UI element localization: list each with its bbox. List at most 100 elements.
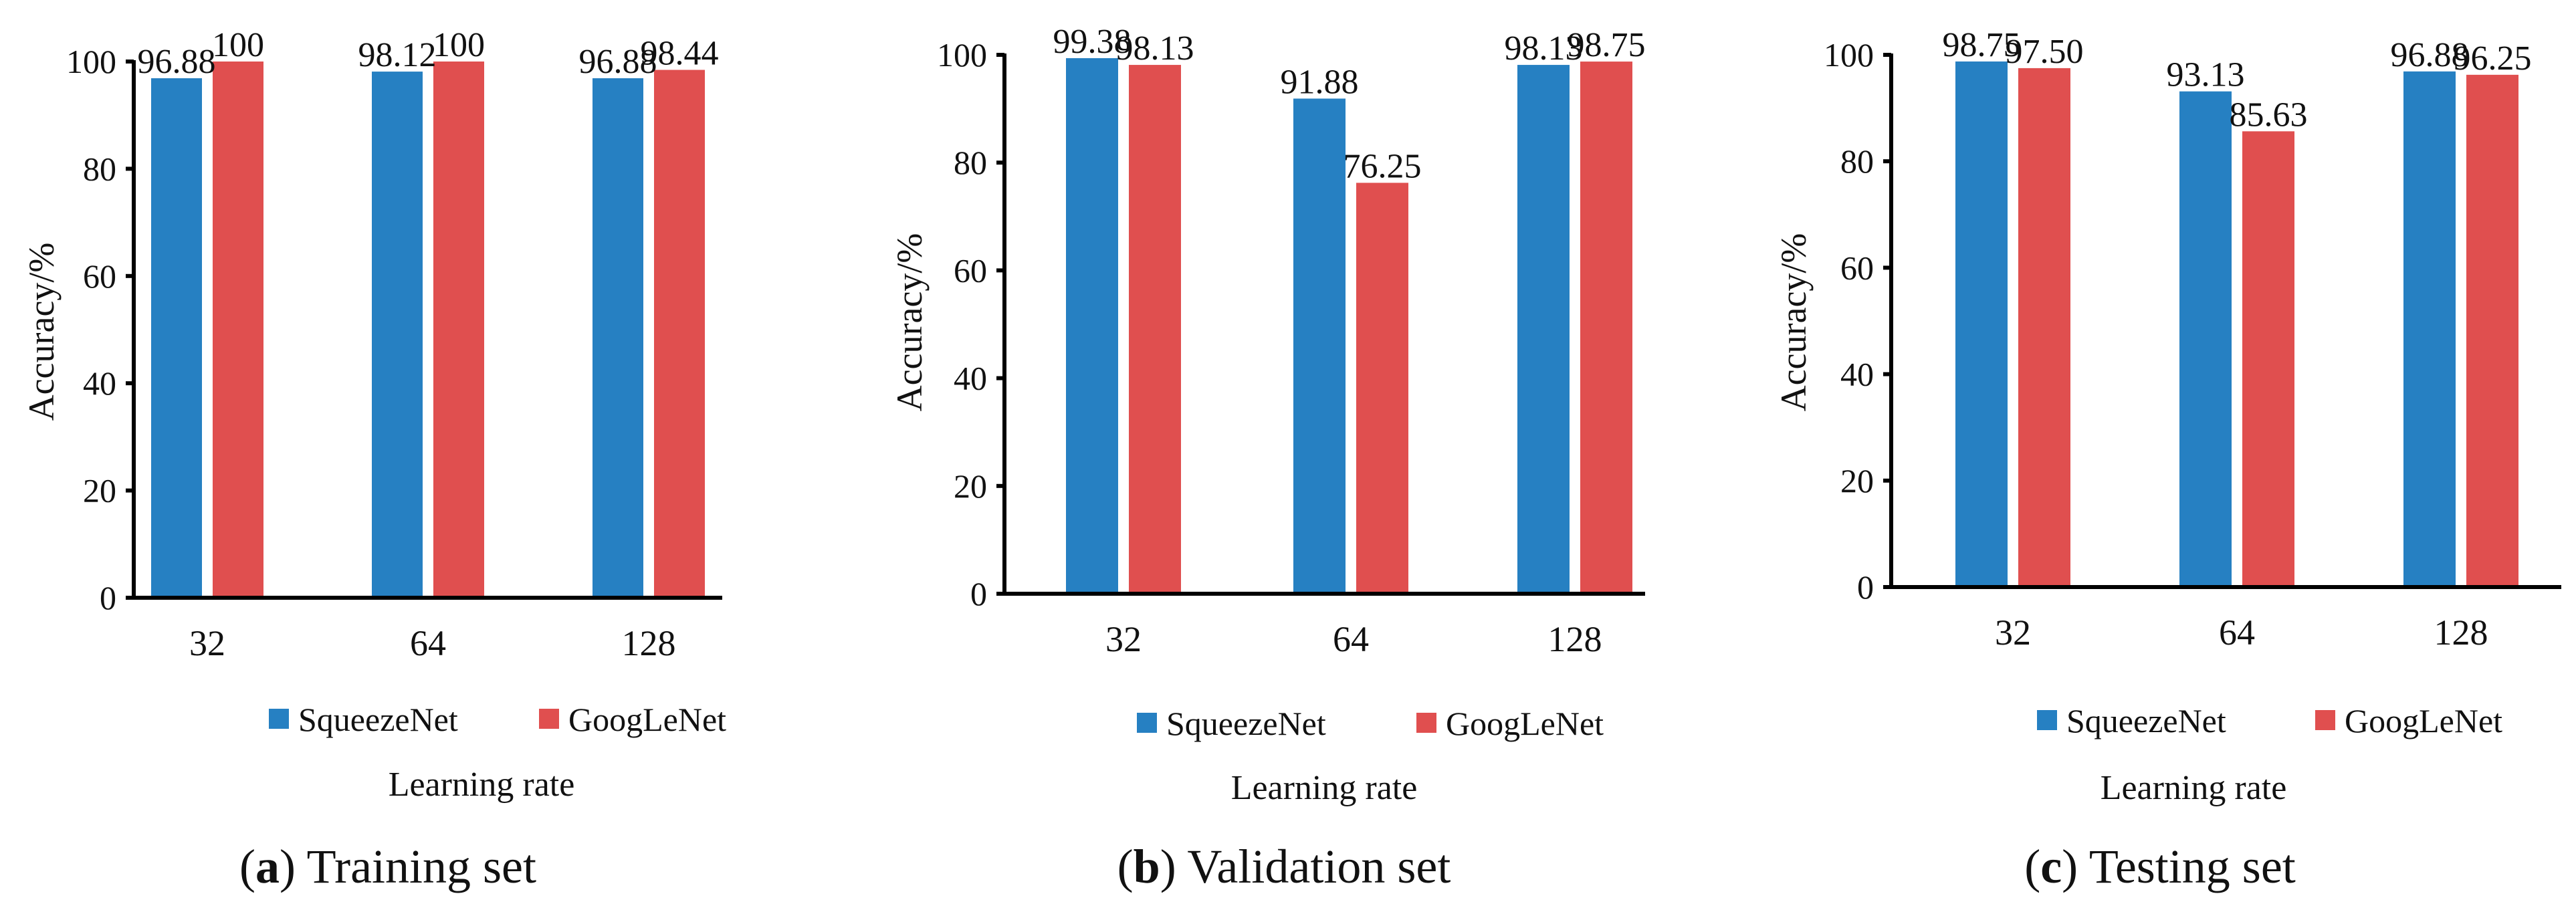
y-tick-label: 40 (954, 360, 987, 397)
legend-label-googlenet: GoogLeNet (568, 701, 726, 738)
y-axis-label: Accuracy/% (889, 233, 930, 412)
bar-squeezenet-128 (593, 78, 643, 598)
y-tick-label: 20 (83, 472, 116, 509)
y-tick-label: 100 (1824, 36, 1874, 74)
bar-squeezenet-32 (151, 78, 202, 598)
panel-b: Accuracy/% 0 20 40 60 80 100 99.38 98.13 91.88 7… (889, 23, 1646, 893)
legend-swatch-googlenet (2315, 710, 2335, 730)
y-tick-label: 20 (954, 467, 987, 505)
legend-swatch-squeezenet (1137, 713, 1157, 733)
x-category-label: 32 (189, 623, 225, 663)
data-label-squeezenet-32: 99.38 (1053, 23, 1132, 61)
legend-label-squeezenet: SqueezeNet (298, 701, 458, 738)
y-tick-label: 80 (83, 150, 116, 187)
data-label-googlenet-128: 98.75 (1568, 26, 1646, 64)
y-tick-label: 80 (954, 144, 987, 181)
legend-swatch-squeezenet (2037, 710, 2057, 730)
y-tick-label: 80 (1840, 142, 1874, 180)
legend-label-googlenet: GoogLeNet (2345, 702, 2502, 739)
x-category-label: 64 (2219, 612, 2255, 653)
bar-squeezenet-32 (1066, 58, 1118, 594)
x-categories: 32 64 128 (189, 623, 676, 663)
y-tick-label: 0 (100, 579, 116, 616)
data-label-googlenet-32: 100 (212, 26, 264, 64)
y-tick-label: 20 (1840, 462, 1874, 499)
y-ticks: 0 20 40 60 80 100 (66, 43, 134, 616)
y-axis-label: Accuracy/% (1774, 233, 1814, 412)
legend-swatch-googlenet (1416, 713, 1436, 733)
bars (1955, 61, 2518, 588)
y-tick-label: 40 (83, 364, 116, 402)
data-label-googlenet-64: 100 (433, 26, 485, 64)
legend-label-squeezenet: SqueezeNet (2066, 702, 2226, 739)
y-tick-label: 100 (937, 36, 987, 74)
data-label-squeezenet-64: 98.12 (358, 36, 437, 74)
bar-googlenet-128 (1580, 62, 1632, 594)
data-label-googlenet-32: 97.50 (2006, 33, 2084, 71)
legend-label-squeezenet: SqueezeNet (1166, 705, 1326, 742)
legend-swatch-googlenet (539, 709, 559, 729)
data-label-squeezenet-128: 96.88 (579, 43, 657, 81)
data-label-squeezenet-32: 96.88 (138, 43, 216, 81)
axes (132, 60, 722, 600)
axes (1889, 53, 2561, 589)
bar-squeezenet-64 (2179, 91, 2232, 588)
data-label-squeezenet-64: 91.88 (1281, 63, 1359, 101)
data-label-squeezenet-64: 93.13 (2167, 56, 2245, 94)
x-category-label: 32 (1105, 619, 1142, 659)
data-label-googlenet-128: 96.25 (2454, 39, 2532, 78)
y-tick-label: 0 (1857, 568, 1874, 606)
data-label-squeezenet-128: 98.13 (1505, 29, 1583, 68)
y-ticks: 0 20 40 60 80 100 (937, 36, 1004, 612)
bar-googlenet-64 (1356, 183, 1408, 594)
bars (151, 62, 705, 598)
y-axis-label: Accuracy/% (21, 243, 62, 421)
bar-googlenet-128 (654, 70, 705, 598)
panel-caption: (c) Testing set (2024, 840, 2296, 893)
bar-squeezenet-64 (372, 72, 423, 598)
legend: SqueezeNet GoogLeNet (1137, 705, 1604, 742)
bar-googlenet-128 (2466, 74, 2518, 588)
x-category-label: 128 (2434, 612, 2488, 653)
y-tick-label: 60 (83, 257, 116, 295)
x-axis-label: Learning rate (2101, 769, 2287, 807)
legend-label-googlenet: GoogLeNet (1446, 705, 1604, 742)
x-category-label: 128 (1548, 619, 1602, 659)
data-label-squeezenet-32: 98.75 (1943, 26, 2021, 64)
x-category-label: 32 (1995, 612, 2031, 653)
panel-caption: (a) Training set (239, 840, 536, 893)
y-tick-label: 100 (66, 43, 116, 80)
bar-googlenet-32 (213, 62, 263, 598)
y-ticks: 0 20 40 60 80 100 (1824, 36, 1891, 606)
bar-squeezenet-32 (1955, 61, 2008, 587)
axes (1002, 53, 1645, 596)
bar-squeezenet-64 (1293, 98, 1346, 594)
y-tick-label: 60 (1840, 249, 1874, 286)
data-label-squeezenet-128: 96.88 (2391, 36, 2469, 74)
data-label-googlenet-64: 85.63 (2230, 96, 2308, 134)
x-category-label: 64 (410, 623, 446, 663)
bar-googlenet-32 (1129, 65, 1181, 594)
y-tick-label: 60 (954, 251, 987, 289)
x-axis-label: Learning rate (389, 766, 575, 804)
x-category-label: 64 (1333, 619, 1369, 659)
panel-caption: (b) Validation set (1117, 840, 1451, 893)
bars (1066, 58, 1632, 594)
x-axis-label: Learning rate (1231, 769, 1418, 807)
legend-swatch-squeezenet (269, 709, 289, 729)
bar-googlenet-32 (2018, 68, 2070, 587)
legend: SqueezeNet GoogLeNet (2037, 702, 2502, 739)
y-tick-label: 40 (1840, 356, 1874, 393)
x-categories: 32 64 128 (1105, 619, 1602, 659)
bar-squeezenet-128 (2403, 71, 2456, 587)
data-label-googlenet-64: 76.25 (1344, 147, 1422, 185)
data-label-googlenet-128: 98.44 (641, 35, 719, 73)
bar-googlenet-64 (2242, 131, 2294, 587)
y-tick-label: 0 (970, 575, 987, 612)
